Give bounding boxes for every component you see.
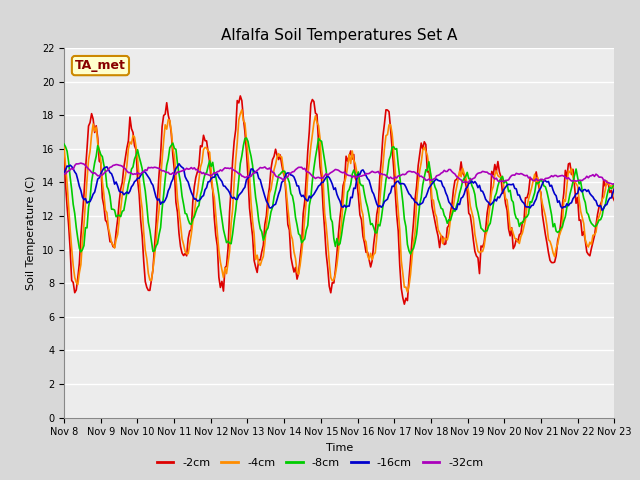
X-axis label: Time: Time	[326, 443, 353, 453]
Title: Alfalfa Soil Temperatures Set A: Alfalfa Soil Temperatures Set A	[221, 28, 458, 43]
Text: TA_met: TA_met	[75, 59, 126, 72]
Legend: -2cm, -4cm, -8cm, -16cm, -32cm: -2cm, -4cm, -8cm, -16cm, -32cm	[152, 453, 488, 472]
Y-axis label: Soil Temperature (C): Soil Temperature (C)	[26, 176, 36, 290]
